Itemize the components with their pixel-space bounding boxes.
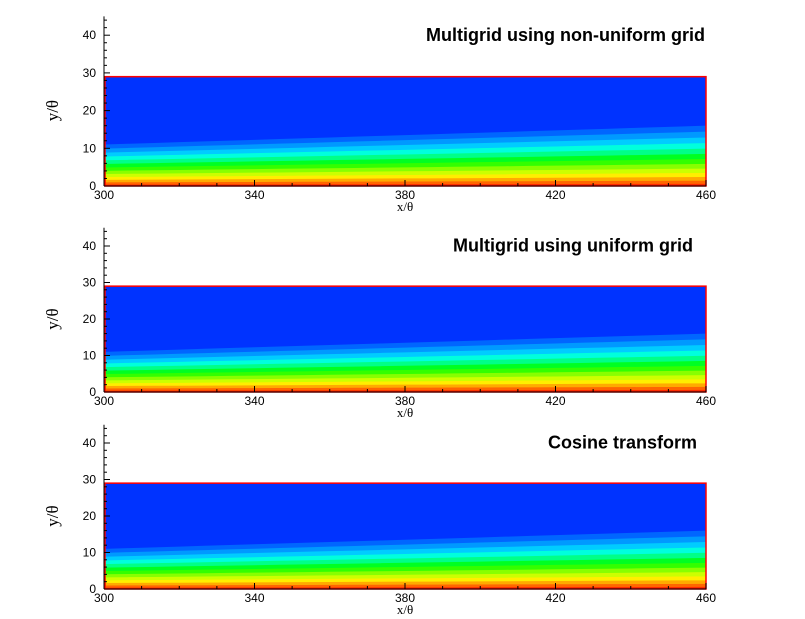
x-tick-label: 380 [395,591,415,605]
y-tick-label: 10 [83,546,97,560]
x-tick-label: 420 [545,188,565,202]
x-tick-label: 340 [244,591,264,605]
y-tick-label: 10 [83,349,97,363]
y-axis-label: y/θ [43,308,62,329]
y-tick-label: 30 [83,473,97,487]
y-tick-label: 40 [83,239,97,253]
y-tick-label: 20 [83,104,97,118]
y-tick-label: 10 [83,141,97,155]
y-tick-label: 0 [89,582,96,596]
y-tick-label: 0 [89,179,96,193]
x-axis-label: x/θ [397,199,413,214]
x-axis-label: x/θ [397,405,413,420]
y-tick-label: 20 [83,312,97,326]
x-tick-label: 380 [395,188,415,202]
x-tick-label: 380 [395,394,415,408]
x-tick-label: 340 [244,188,264,202]
x-tick-label: 340 [244,394,264,408]
x-tick-label: 300 [94,591,114,605]
y-tick-label: 0 [89,385,96,399]
chart-title: Cosine transform [548,432,697,452]
chart-panel-1: 0 10 20 30 40 300 340 380 420 460 x/θ y/θ Multigrid … [43,16,716,214]
x-axis-label: x/θ [397,602,413,617]
x-tick-label: 460 [696,188,716,202]
y-axis-label: y/θ [43,505,62,526]
x-tick-label: 420 [545,394,565,408]
y-tick-label: 20 [83,509,97,523]
x-tick-label: 420 [545,591,565,605]
x-tick-label: 300 [94,394,114,408]
y-tick-label: 40 [83,28,97,42]
chart-panel-3: 0 10 20 30 40 300 340 380 420 460 x/θ y/θ Cosine tra… [43,424,716,617]
x-tick-label: 460 [696,394,716,408]
y-tick-label: 30 [83,66,97,80]
chart-title: Multigrid using uniform grid [453,235,693,255]
chart-title: Multigrid using non-uniform grid [426,25,705,45]
y-tick-label: 40 [83,436,97,450]
y-axis-label: y/θ [43,100,62,121]
x-tick-label: 460 [696,591,716,605]
chart-panel-2: 0 10 20 30 40 300 340 380 420 460 x/θ y/θ Multigrid … [43,227,716,420]
y-tick-label: 30 [83,276,97,290]
x-tick-label: 300 [94,188,114,202]
